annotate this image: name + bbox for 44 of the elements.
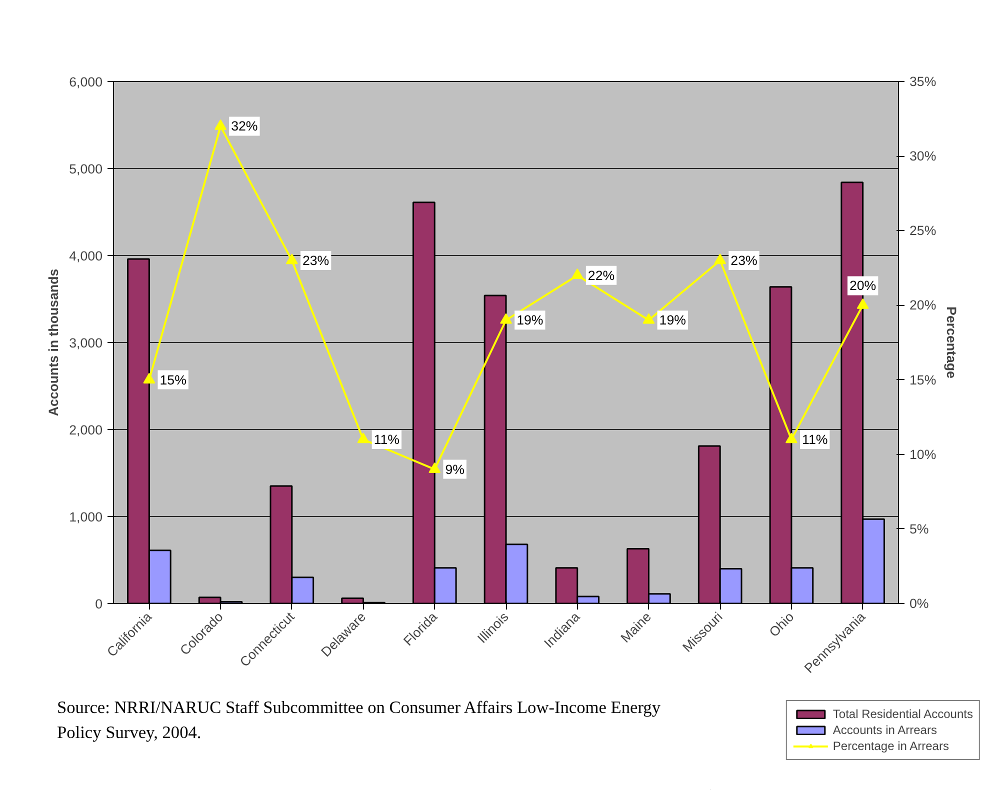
y2-tick-label: 10% — [910, 446, 936, 462]
point — [856, 298, 869, 309]
point — [214, 119, 227, 130]
y2-axis-title: Percentage — [944, 306, 960, 378]
data-label: 32% — [231, 118, 258, 134]
legend-label: Accounts in Arrears — [832, 723, 937, 737]
y2-tick-label: 30% — [910, 148, 936, 164]
y2-tick-label: 35% — [910, 74, 936, 89]
y2-tick-label: 20% — [910, 298, 936, 313]
point — [714, 254, 726, 264]
data-label: 15% — [160, 372, 187, 388]
point — [571, 268, 584, 280]
data-label: 19% — [516, 312, 544, 328]
data-label: 11% — [802, 432, 828, 447]
y-tick-label: 4,000 — [69, 248, 103, 264]
data-label: 19% — [659, 312, 686, 328]
point — [785, 432, 798, 444]
y-tick-label: 3,000 — [69, 336, 103, 350]
source-note: Source: NRRI/NARUC Staff Subcommittee on Consumer Affairs Low-Income Energy Policy Survey, 2004. — [57, 697, 662, 744]
data-label: 23% — [302, 252, 330, 268]
point — [357, 432, 370, 444]
y2-tick-label: 15% — [910, 372, 936, 388]
y-tick-label: 5,000 — [69, 162, 103, 176]
point — [500, 313, 512, 324]
legend-label: Total Residential Accounts — [832, 707, 973, 721]
point — [143, 372, 156, 384]
y-tick-label: 0 — [95, 596, 103, 612]
y-tick-label: 2,000 — [69, 422, 103, 438]
x-tick-label: Ohio — [766, 609, 797, 640]
point — [286, 254, 298, 264]
point — [642, 313, 655, 324]
y-tick-label: 1,000 — [69, 510, 103, 524]
y2-tick-label: 0% — [910, 596, 929, 611]
data-label: 20% — [849, 278, 876, 294]
y2-tick-label: 25% — [910, 223, 936, 238]
y-axis-title: Accounts in thousands — [46, 268, 62, 416]
data-label: 23% — [730, 252, 758, 268]
point — [428, 462, 441, 473]
y-tick-label: 6,000 — [69, 74, 103, 90]
data-label: 9% — [445, 462, 465, 477]
y2-tick-label: 5% — [910, 521, 929, 536]
data-label: 22% — [588, 268, 615, 283]
legend-label: Percentage in Arrears — [832, 739, 949, 753]
data-label: 11% — [374, 432, 400, 447]
